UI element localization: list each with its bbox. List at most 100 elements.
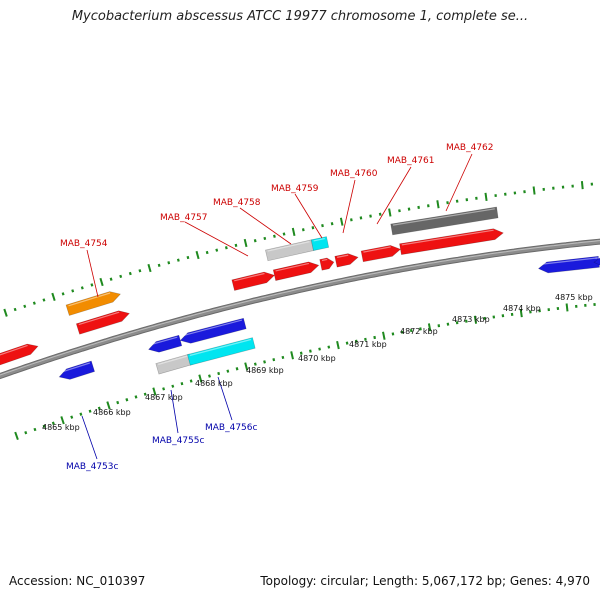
- feature-grey: [155, 353, 193, 375]
- inner-scale-minor-tick: [400, 330, 404, 334]
- gene-label-forward: MAB_4760: [330, 169, 378, 179]
- outer-scale-major-tick: [243, 238, 248, 248]
- inner-scale-minor-tick: [272, 358, 276, 362]
- inner-scale-minor-tick: [162, 387, 166, 391]
- genome-summary-text: Topology: circular; Length: 5,067,172 bp…: [260, 574, 590, 588]
- leader-line: [184, 221, 249, 257]
- inner-scale-major-tick: [336, 340, 340, 350]
- inner-scale-minor-tick: [446, 322, 450, 326]
- outer-scale-minor-tick: [167, 261, 171, 265]
- outer-scale-minor-tick: [321, 224, 324, 228]
- inner-scale-major-tick: [290, 351, 294, 360]
- scale-label: 4868 kbp: [195, 379, 233, 388]
- scale-label: 4869 kbp: [246, 366, 284, 375]
- outer-scale-minor-tick: [176, 258, 180, 262]
- inner-scale-major-tick: [244, 362, 249, 371]
- leader-line: [294, 193, 323, 239]
- gene-label-forward: MAB_4754: [60, 239, 108, 249]
- inner-scale-minor-tick: [391, 332, 395, 336]
- scale-label: 4874 kbp: [503, 304, 541, 313]
- gene-label-reverse: MAB_4756c: [205, 423, 258, 433]
- inner-scale-major-tick: [60, 416, 65, 425]
- gene-arrow-reverse: [593, 257, 600, 266]
- gene-arrow-mab-4759: [319, 257, 335, 271]
- inner-scale-major-tick: [14, 431, 19, 441]
- scale-label: 4866 kbp: [93, 408, 131, 417]
- inner-scale-minor-tick: [309, 349, 312, 353]
- outer-scale-minor-tick: [61, 292, 65, 296]
- outer-scale-major-tick: [3, 308, 8, 317]
- gene-features: [0, 206, 600, 380]
- gene-label-forward: MAB_4762: [446, 143, 494, 153]
- outer-scale-minor-tick: [455, 199, 459, 203]
- leader-line: [376, 166, 412, 225]
- inner-scale-minor-tick: [345, 341, 349, 345]
- scale-labels: 4865 kbp 4866 kbp 4867 kbp 4868 kbp 4869 kbp…: [42, 293, 593, 432]
- gene-arrow-mab-4756c: [179, 317, 247, 344]
- gene-arrow-mab-4757: [231, 271, 276, 291]
- leader-line: [86, 249, 99, 298]
- inner-scale-major-tick: [198, 374, 203, 383]
- inner-scale-minor-tick: [24, 431, 28, 435]
- inner-scale-minor-tick: [70, 415, 74, 419]
- outer-scale-minor-tick: [330, 222, 334, 226]
- inner-scale-minor-tick: [217, 371, 221, 376]
- outer-scale-minor-tick: [369, 214, 372, 218]
- outer-scale-minor-tick: [138, 269, 142, 273]
- backbone-highlight: [0, 240, 600, 376]
- gene-label-forward: MAB_4757: [160, 213, 208, 223]
- gene-arrow-mab-4760: [334, 253, 359, 268]
- gene-arrow-mab-4762: [399, 228, 504, 255]
- inner-scale-minor-tick: [253, 362, 257, 366]
- outer-scale-minor-tick: [446, 201, 449, 205]
- leader-line: [342, 179, 356, 234]
- outer-scale-major-tick: [580, 181, 584, 190]
- scale-label: 4871 kbp: [349, 340, 387, 349]
- outer-scale-major-tick: [484, 192, 488, 202]
- gene-label-forward: MAB_4761: [387, 156, 435, 166]
- outer-scale-major-tick: [99, 277, 104, 287]
- gene-arrow-mab-4758: [272, 261, 320, 281]
- scale-label: 4865 kbp: [42, 423, 80, 432]
- inner-scale-minor-tick: [327, 345, 331, 349]
- outer-scale-minor-tick: [253, 239, 257, 243]
- backbone-line: [0, 239, 600, 379]
- feature-orange: [65, 291, 121, 316]
- gene-labels: MAB_4754 MAB_4757 MAB_4758 MAB_4759 MAB_4760…: [60, 143, 494, 472]
- inner-scale-minor-tick: [208, 374, 211, 378]
- gene-arrow-mab-4754: [75, 310, 130, 335]
- gene-arrow-reverse: [537, 255, 600, 274]
- inner-scale-minor-tick: [364, 337, 367, 341]
- inner-scale-major-tick: [427, 323, 432, 332]
- inner-scale-minor-tick: [171, 384, 175, 388]
- inner-scale-minor-tick: [33, 427, 37, 432]
- outer-scale-major-tick: [388, 208, 392, 217]
- inner-scale-minor-tick: [79, 412, 83, 416]
- outer-scale-major-tick: [339, 217, 344, 226]
- leader-line: [445, 153, 473, 212]
- outer-scale-minor-tick: [234, 243, 238, 247]
- outer-scale-minor-tick: [128, 271, 132, 276]
- outer-scale-minor-tick: [205, 250, 209, 255]
- leader-line: [81, 415, 98, 460]
- outer-scale-major-tick: [532, 186, 536, 195]
- inner-scale-major-tick: [382, 331, 386, 340]
- inner-scale-major-tick: [565, 303, 569, 312]
- inner-scale-minor-tick: [263, 360, 266, 364]
- scale-label: 4867 kbp: [145, 393, 183, 402]
- feature-dark-grey: [390, 206, 499, 236]
- outer-scale-minor-tick: [311, 226, 315, 230]
- outer-scale-minor-tick: [71, 289, 75, 293]
- accession-text: Accession: NC_010397: [9, 574, 146, 588]
- outer-scale-minor-tick: [282, 232, 286, 236]
- inner-scale-minor-tick: [235, 367, 239, 371]
- inner-scale-major-tick: [473, 315, 478, 324]
- inner-scale-major-tick: [106, 401, 111, 410]
- outer-scale-major-tick: [291, 227, 296, 237]
- map-title: Mycobacterium abscessus ATCC 19977 chrom…: [71, 9, 529, 24]
- gene-label-reverse: MAB_4753c: [66, 462, 119, 472]
- outer-scale-minor-tick: [263, 236, 267, 241]
- outer-scale-minor-tick: [186, 255, 190, 260]
- scale-label: 4870 kbp: [298, 354, 336, 363]
